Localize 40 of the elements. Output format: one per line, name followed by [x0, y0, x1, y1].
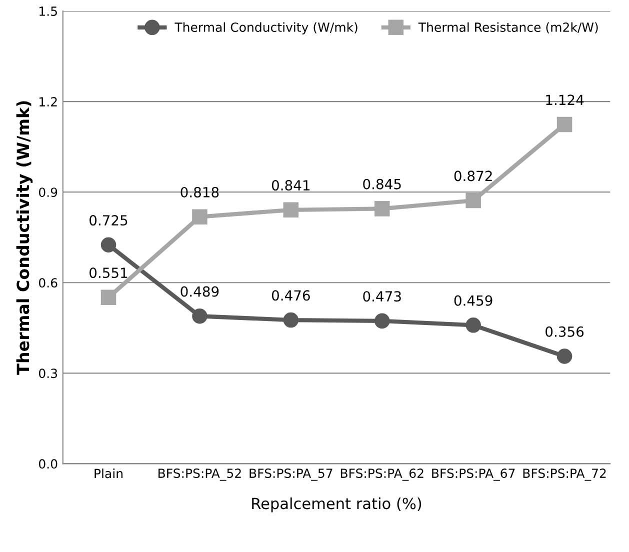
data-label: 0.489: [180, 286, 219, 297]
point: [374, 313, 390, 329]
data-label: 0.476: [272, 290, 310, 301]
data-label: 1.124: [546, 94, 584, 105]
point: [192, 308, 208, 324]
data-label: 0.818: [180, 186, 219, 198]
x-tick-label: BFS:PS:PA_72: [523, 468, 606, 481]
point: [556, 116, 572, 132]
point: [466, 192, 481, 208]
y-axis-title: Thermal Conductivity (W/mk): [16, 101, 33, 375]
data-label: 0.356: [546, 326, 584, 337]
data-label: 0.459: [454, 295, 492, 306]
x-tick-label: BFS:PS:PA_57: [250, 468, 332, 481]
x-tick-label: BFS:PS:PA_62: [340, 468, 424, 481]
y-tick-label: 1.5: [40, 6, 57, 16]
data-label: 0.841: [272, 180, 310, 191]
y-tick-label: 0.9: [38, 188, 58, 198]
data-label: 0.872: [454, 170, 492, 182]
x-axis-title: Repalcement ratio (%): [252, 497, 422, 512]
data-label: 0.551: [90, 268, 128, 278]
y-tick-label: 0.6: [38, 278, 58, 288]
y-tick-label: 1.2: [40, 97, 57, 106]
y-tick-label: 0.0: [38, 459, 58, 469]
point: [283, 202, 299, 218]
data-label: 0.473: [363, 291, 401, 302]
point: [192, 209, 208, 224]
x-tick-label: Plain: [94, 468, 122, 478]
point: [100, 237, 116, 253]
x-tick-label: BFS:PS:PA_52: [158, 468, 241, 481]
legend-label: Thermal Conductivity (W/mk): [174, 22, 358, 34]
point: [466, 318, 481, 333]
point: [283, 312, 299, 328]
y-tick-label: 0.3: [38, 368, 58, 378]
x-tick-label: BFS:PS:PA_67: [432, 468, 515, 481]
data-label: 0.725: [90, 215, 128, 226]
data-label: 0.845: [363, 178, 401, 190]
point: [100, 290, 116, 306]
point: [556, 348, 572, 364]
legend-label: Thermal Resistance (m2k/W): [418, 22, 598, 34]
point: [374, 201, 390, 216]
